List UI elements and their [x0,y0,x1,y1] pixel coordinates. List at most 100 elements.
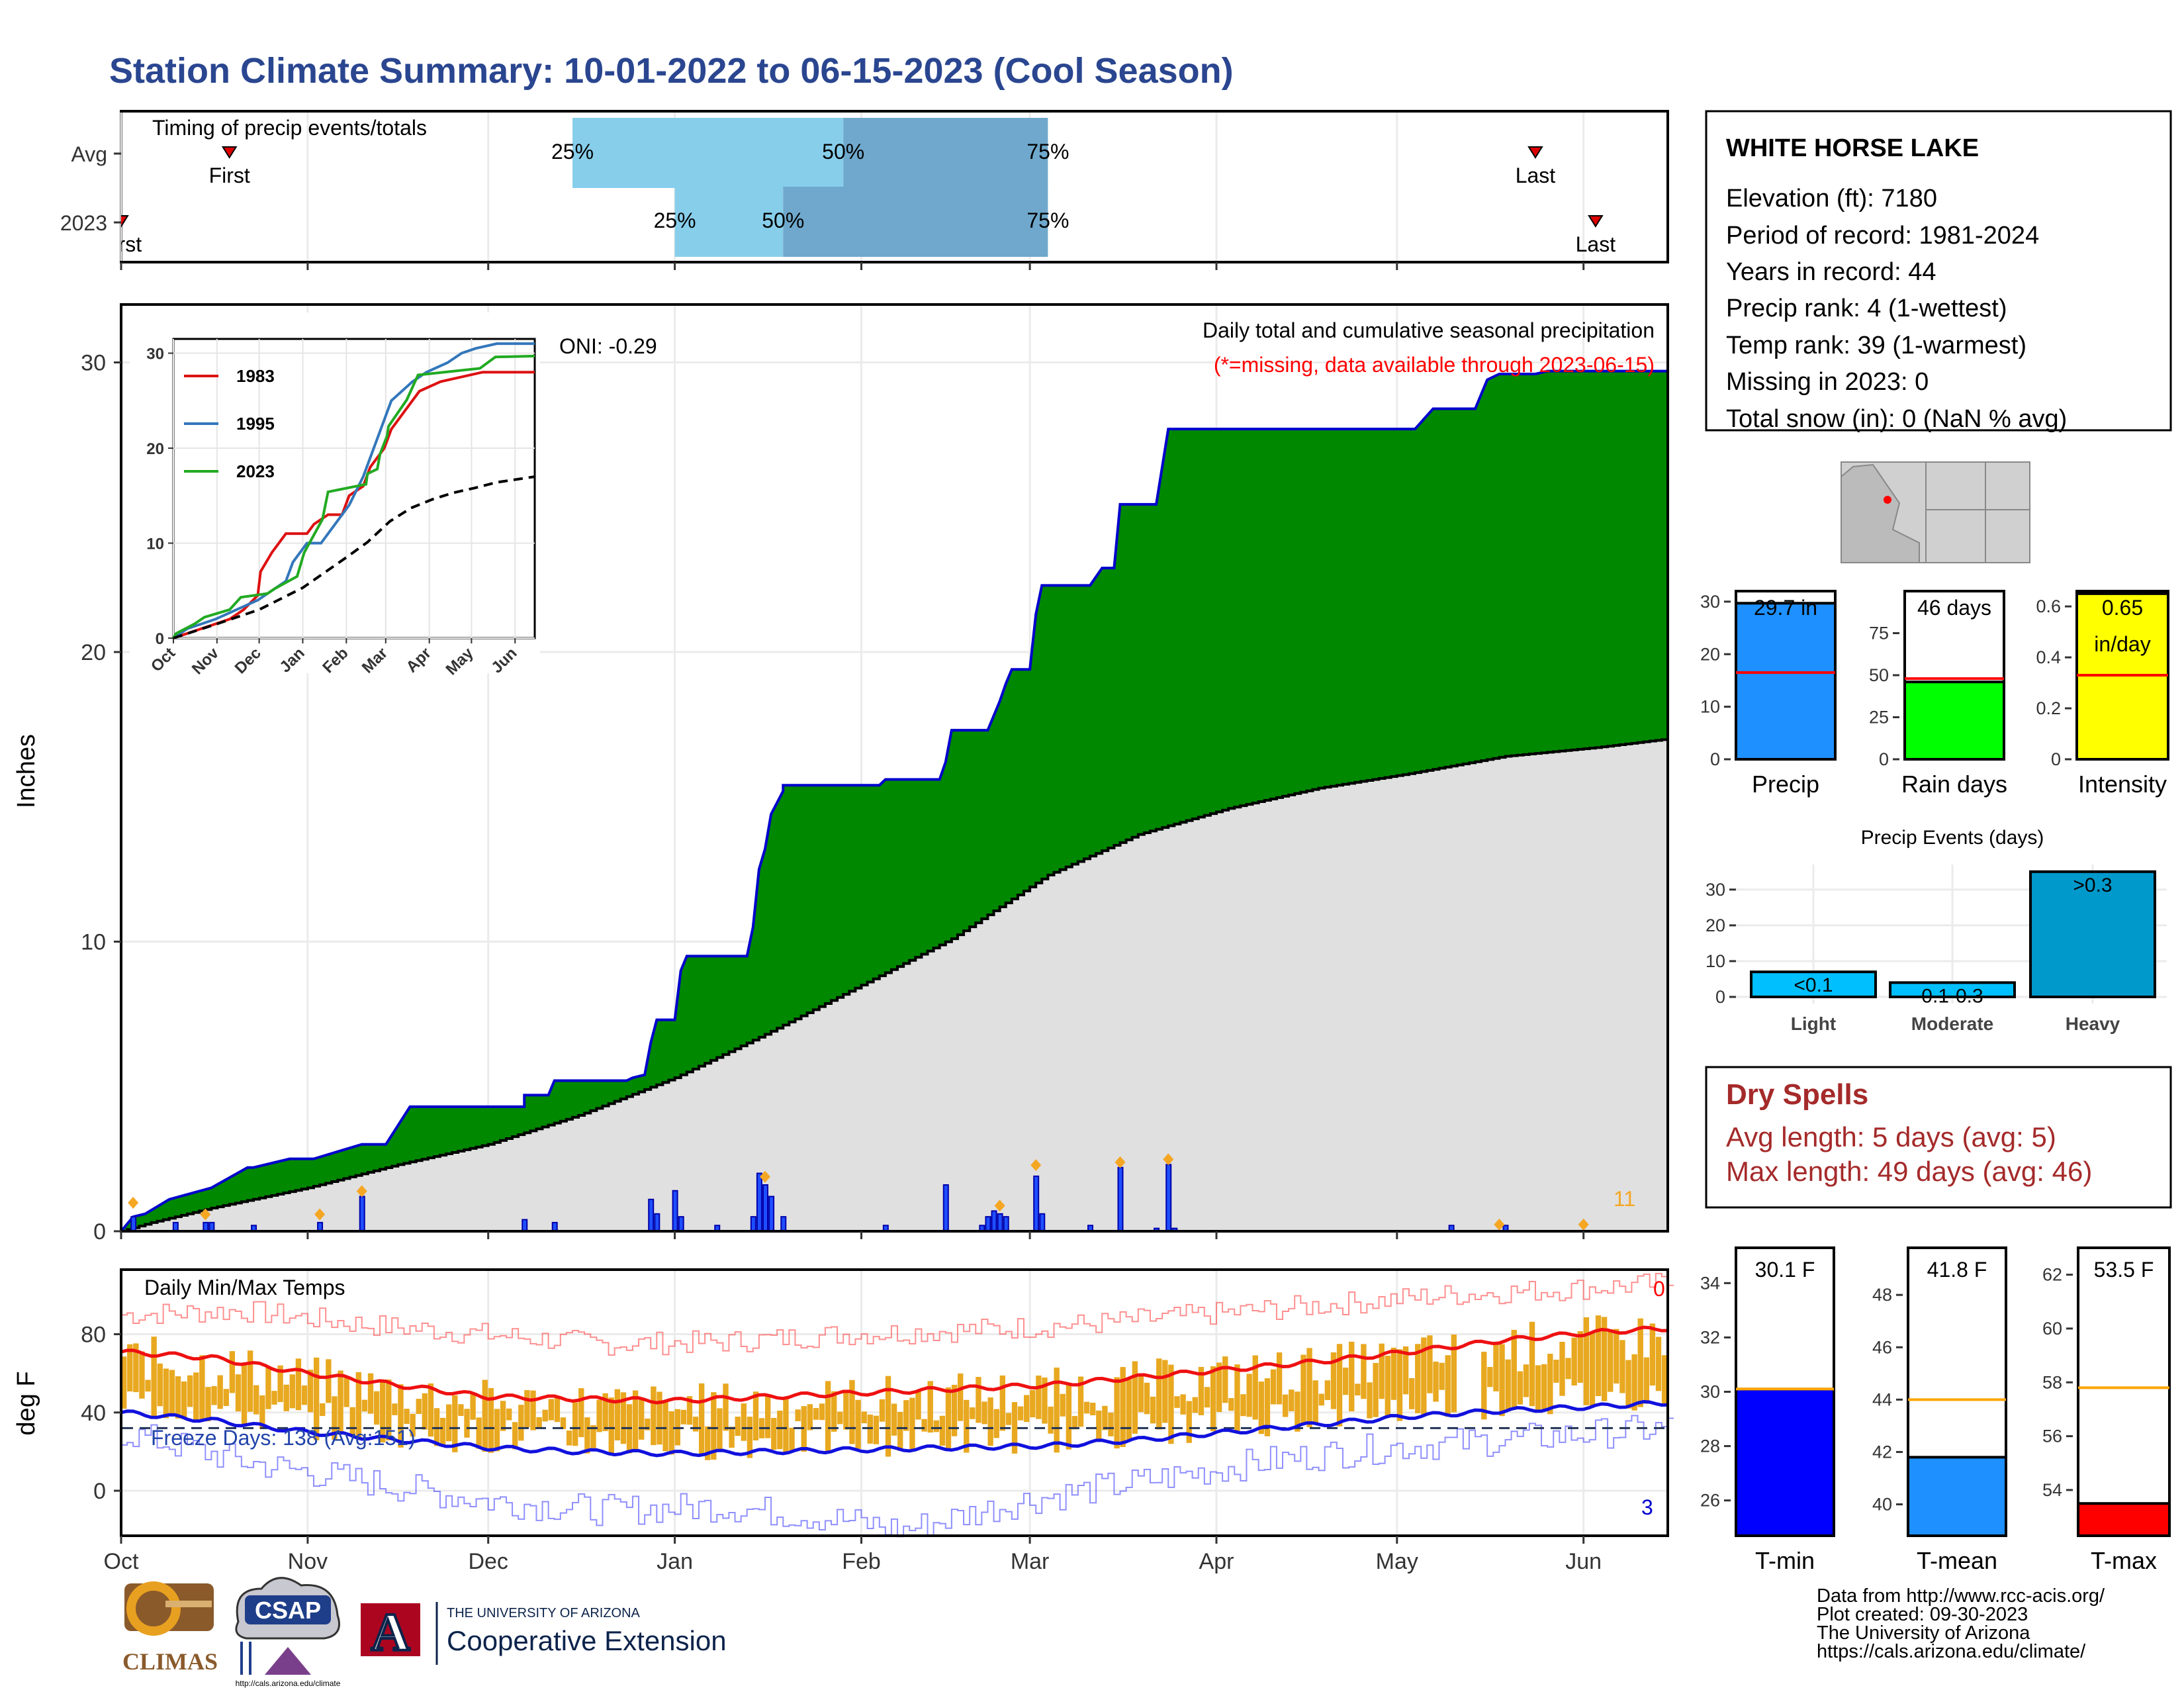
totals-ytick-label: 0.6 [2036,596,2061,616]
daily-temp-bar [211,1385,217,1405]
ua-logo-small-text: THE UNIVERSITY OF ARIZONA [447,1606,641,1620]
daily-temp-bar [1228,1398,1234,1411]
daily-temp-bar [1186,1401,1192,1443]
daily-temp-bar [771,1417,777,1450]
daily-temp-bar [945,1387,952,1452]
tmean-value-label: 53.5 F [2094,1258,2154,1282]
daily-temp-bar [1048,1406,1054,1434]
missing-day-marker [356,1185,367,1197]
daily-temp-bar [1024,1395,1030,1423]
daily-temp-bar [1349,1341,1355,1412]
daily-temp-bar [1601,1317,1608,1401]
daily-temp-bar [217,1375,223,1409]
daily-temp-bar [446,1404,452,1442]
daily-temp-bar [1342,1367,1349,1395]
tmean-ytick-label: 58 [2042,1372,2062,1392]
daily-precip-bar [678,1216,684,1232]
timing-last-marker [1527,146,1543,159]
totals-ytick-label: 0 [1710,749,1720,769]
daily-temp-bar [1643,1357,1649,1404]
daily-temp-bar [711,1392,717,1460]
totals-ytick-label: 0 [2051,749,2061,769]
daily-temp-bar [566,1430,572,1446]
daily-temp-bar [169,1370,175,1415]
daily-temp-bar [1283,1394,1289,1417]
daily-temp-bar [1330,1352,1337,1409]
daily-temp-bar [295,1358,302,1411]
month-tick-label: Dec [468,1549,508,1574]
daily-temp-bar [1234,1364,1240,1431]
daily-temp-bar [1637,1318,1643,1407]
daily-temp-bar [386,1379,392,1440]
tmean-panel-label: T-min [1755,1547,1815,1574]
tmean-ytick-label: 44 [1872,1389,1892,1409]
daily-temp-bar [645,1418,651,1430]
precip-chart-title: Daily total and cumulative seasonal prec… [1203,318,1655,342]
record-min-line [121,1415,1674,1538]
inset-legend-label: 1983 [236,366,275,386]
daily-temp-bar [1144,1382,1150,1415]
daily-temp-bar [1108,1412,1114,1436]
daily-temp-bar [187,1375,193,1407]
daily-temp-bar [343,1377,349,1407]
daily-temp-bar [247,1350,253,1412]
daily-temp-bar [1415,1344,1421,1413]
station-period: Period of record: 1981-2024 [1726,222,2039,250]
daily-temp-bar [259,1395,265,1429]
daily-temp-bar [873,1415,880,1444]
daily-temp-bar [1318,1393,1324,1406]
daily-temp-bar [1523,1364,1529,1397]
ua-logo-big-text: Cooperative Extension [447,1625,727,1656]
daily-temp-bar [235,1374,242,1412]
inset-series-2023 [172,354,535,639]
daily-temp-bar [145,1380,151,1392]
daily-temp-bar [1649,1323,1656,1386]
daily-temp-bar [1060,1393,1066,1417]
timing-first-marker [121,215,129,228]
totals-ytick-label: 0 [1879,749,1889,769]
daily-temp-bar [578,1388,584,1438]
daily-temp-bar [560,1417,567,1429]
daily-precip-bar [768,1196,775,1232]
daily-temp-bar [927,1381,933,1433]
daily-temp-bar [1499,1344,1505,1417]
totals-ytick-label: 20 [1700,644,1720,664]
precip-y-axis-title: Inches [13,734,40,808]
page-title: Station Climate Summary: 10-01-2022 to 0… [109,51,1234,91]
daily-temp-bar [1553,1360,1559,1383]
tmean-ytick-label: 32 [1700,1327,1720,1347]
daily-temp-bar [861,1411,867,1424]
daily-temp-bar [1547,1354,1553,1415]
daily-temp-bar [1361,1344,1367,1399]
daily-temp-bar [1011,1402,1018,1454]
events-bar-heavy [2029,870,2156,998]
daily-temp-bar [993,1409,999,1438]
daily-temp-bar [1132,1361,1138,1434]
daily-precip-bar [359,1196,365,1232]
daily-precip-bar [1033,1175,1040,1232]
totals-panel-label: Intensity [2078,771,2167,798]
tmean-ytick-label: 60 [2042,1319,2062,1338]
daily-temp-bar [1367,1382,1373,1419]
daily-temp-bar [1619,1340,1625,1393]
month-axis: Oct Nov Dec Jan Feb Mar Apr May Jun [104,262,1602,1574]
daily-temp-bar [277,1365,283,1403]
timing-first-label: First [209,164,250,187]
daily-temp-bar [897,1411,903,1451]
daily-temp-bar [909,1397,915,1450]
daily-temp-bar [151,1336,157,1419]
events-bar-light [1750,970,1877,998]
daily-temp-bar [320,1403,326,1417]
daily-temp-bar [301,1385,308,1405]
tmean-ytick-label: 30 [1700,1382,1720,1402]
daily-temp-bar [205,1387,211,1422]
footer-credits: Data from http://www.rcc-acis.org/ Plot … [1817,1585,2105,1662]
daily-temp-bar [1336,1344,1343,1427]
daily-temp-bar [903,1400,909,1431]
daily-temp-bar [698,1383,705,1454]
daily-precip-bar [1003,1216,1009,1232]
daily-temp-bar [1625,1360,1631,1409]
precip-ytick-label: 30 [81,351,106,376]
